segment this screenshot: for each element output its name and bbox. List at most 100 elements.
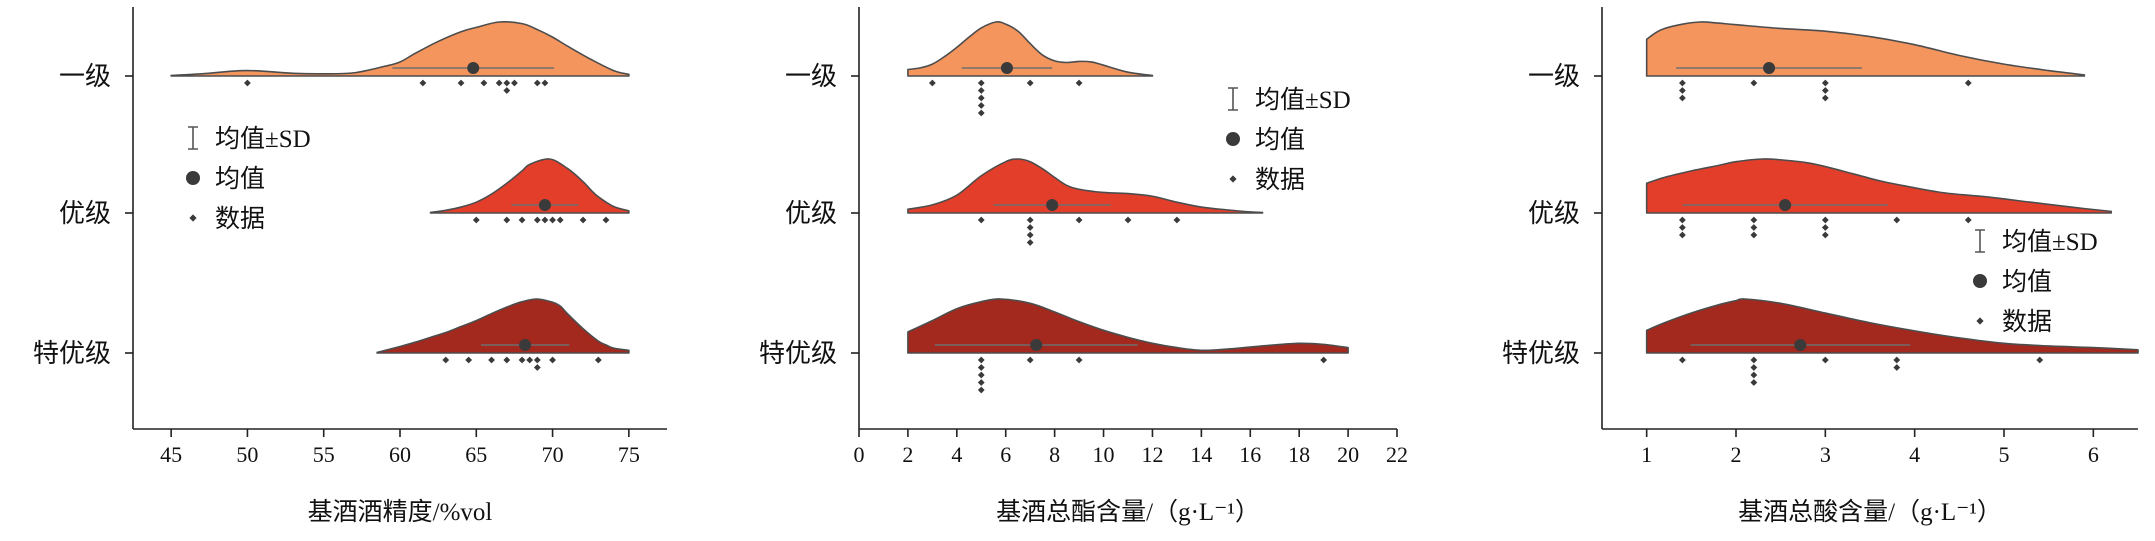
mean-marker bbox=[1000, 62, 1013, 74]
data-point bbox=[1821, 94, 1829, 102]
x-tick-label: 4 bbox=[951, 442, 962, 467]
data-point bbox=[1026, 79, 1034, 87]
data-point bbox=[503, 216, 511, 224]
half-violin-1 bbox=[170, 21, 630, 77]
x-tick-label: 5 bbox=[1999, 442, 2010, 467]
legend-label: 数据 bbox=[215, 205, 265, 233]
data-point bbox=[977, 94, 985, 102]
x-tick-label: 14 bbox=[1190, 442, 1212, 467]
x-tick-label: 10 bbox=[1093, 442, 1115, 467]
data-point bbox=[503, 79, 511, 87]
data-point bbox=[977, 364, 985, 371]
data-point bbox=[602, 216, 610, 224]
data-point bbox=[1679, 224, 1686, 231]
data-point bbox=[533, 364, 541, 371]
legend-label: 均值±SD bbox=[1255, 86, 1351, 114]
x-tick-label: 70 bbox=[542, 442, 564, 467]
half-violin-3 bbox=[1645, 298, 2139, 354]
data-point bbox=[1173, 216, 1181, 224]
half-violin-2 bbox=[1645, 158, 2112, 214]
data-point bbox=[526, 356, 534, 364]
data-point bbox=[977, 102, 985, 109]
data-point bbox=[1821, 224, 1829, 231]
data-point bbox=[1750, 364, 1758, 371]
data-point bbox=[1679, 216, 1686, 224]
data-point bbox=[1679, 87, 1686, 94]
data-point bbox=[1821, 87, 1829, 94]
half-violin-2 bbox=[429, 158, 630, 214]
legend-sd-icon bbox=[188, 126, 198, 150]
data-point bbox=[533, 216, 541, 224]
category-label: 一级 bbox=[59, 62, 111, 91]
data-point bbox=[579, 216, 587, 224]
data-point bbox=[1320, 356, 1328, 364]
data-point bbox=[1821, 79, 1829, 87]
data-point bbox=[928, 79, 936, 87]
mean-marker bbox=[1779, 199, 1792, 211]
legend-sd-icon bbox=[1228, 87, 1238, 111]
legend-label: 数据 bbox=[1255, 166, 1305, 194]
legend-data-icon bbox=[189, 214, 197, 222]
category-label: 一级 bbox=[785, 62, 837, 91]
data-point bbox=[977, 386, 985, 394]
mean-marker bbox=[1046, 199, 1059, 211]
x-axis-title: 基酒总酸含量/（g·L⁻¹） bbox=[1738, 498, 2002, 526]
x-axis-title: 基酒总酯含量/（g·L⁻¹） bbox=[996, 498, 1260, 526]
x-tick-label: 55 bbox=[313, 442, 335, 467]
data-point bbox=[977, 356, 985, 364]
category-label: 优级 bbox=[1528, 199, 1580, 228]
x-tick-label: 45 bbox=[160, 442, 182, 467]
legend-label: 均值 bbox=[2002, 268, 2052, 296]
x-tick-label: 75 bbox=[618, 442, 640, 467]
x-tick-label: 12 bbox=[1141, 442, 1163, 467]
legend-mean-icon bbox=[186, 171, 200, 185]
data-point bbox=[1679, 356, 1686, 364]
data-point bbox=[1893, 356, 1901, 364]
data-point bbox=[1964, 216, 1972, 224]
half-violin-2 bbox=[907, 158, 1264, 214]
data-point bbox=[556, 216, 564, 224]
data-point bbox=[977, 109, 985, 117]
data-point bbox=[511, 79, 518, 87]
data-point bbox=[495, 79, 503, 87]
data-point bbox=[457, 79, 465, 87]
data-point bbox=[1821, 231, 1829, 239]
legend-label: 均值 bbox=[215, 165, 265, 193]
data-point bbox=[1893, 216, 1901, 224]
data-point bbox=[472, 216, 480, 224]
mean-marker bbox=[519, 339, 532, 351]
category-label: 优级 bbox=[59, 199, 111, 228]
data-point bbox=[1124, 216, 1132, 224]
data-point bbox=[1679, 231, 1686, 239]
data-point bbox=[1750, 79, 1758, 87]
data-point bbox=[1075, 79, 1083, 87]
x-tick-label: 6 bbox=[2088, 442, 2099, 467]
category-label: 特优级 bbox=[33, 339, 111, 368]
data-point bbox=[1964, 79, 1972, 87]
data-point bbox=[1026, 231, 1034, 239]
x-tick-label: 2 bbox=[1731, 442, 1742, 467]
half-violin-1 bbox=[907, 21, 1154, 77]
data-point bbox=[503, 356, 511, 364]
legend-label: 均值±SD bbox=[2002, 228, 2098, 256]
data-point bbox=[442, 356, 450, 364]
data-point bbox=[518, 356, 526, 364]
data-point bbox=[533, 356, 541, 364]
data-point bbox=[1679, 79, 1686, 87]
legend-label: 数据 bbox=[2002, 308, 2052, 336]
data-point bbox=[549, 216, 556, 224]
data-point bbox=[1750, 216, 1758, 224]
legend-sd-icon bbox=[1975, 229, 1985, 253]
data-point bbox=[1821, 356, 1829, 364]
data-point bbox=[541, 216, 549, 224]
legend-label: 均值±SD bbox=[215, 125, 311, 153]
data-point bbox=[1026, 239, 1034, 246]
data-point bbox=[1893, 364, 1901, 371]
x-tick-label: 20 bbox=[1337, 442, 1359, 467]
x-tick-label: 4 bbox=[1909, 442, 1920, 467]
data-point bbox=[977, 87, 985, 94]
